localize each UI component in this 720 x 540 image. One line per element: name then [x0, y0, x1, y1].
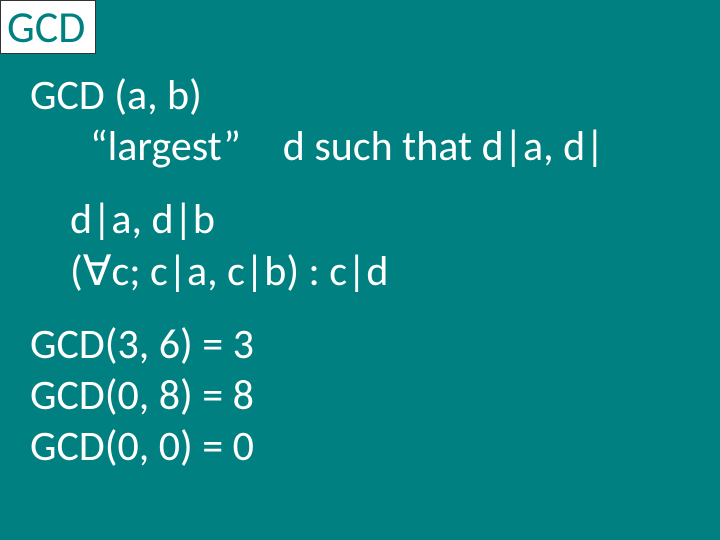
property-line-1: d|a, d|b [30, 194, 720, 245]
example-line: GCD(0, 0) = 0 [30, 421, 720, 472]
definition-line: “largest” d such that d|a, d| [30, 121, 720, 172]
heading-line: GCD (a, b) [30, 70, 720, 121]
property-line-2: (∀c; c|a, c|b) : c|d [30, 246, 720, 297]
slide-content: GCD (a, b) “largest” d such that d|a, d|… [30, 70, 720, 473]
slide-title: GCD [7, 3, 85, 51]
slide-title-box: GCD [0, 0, 96, 54]
example-line: GCD(3, 6) = 3 [30, 319, 720, 370]
example-line: GCD(0, 8) = 8 [30, 370, 720, 421]
